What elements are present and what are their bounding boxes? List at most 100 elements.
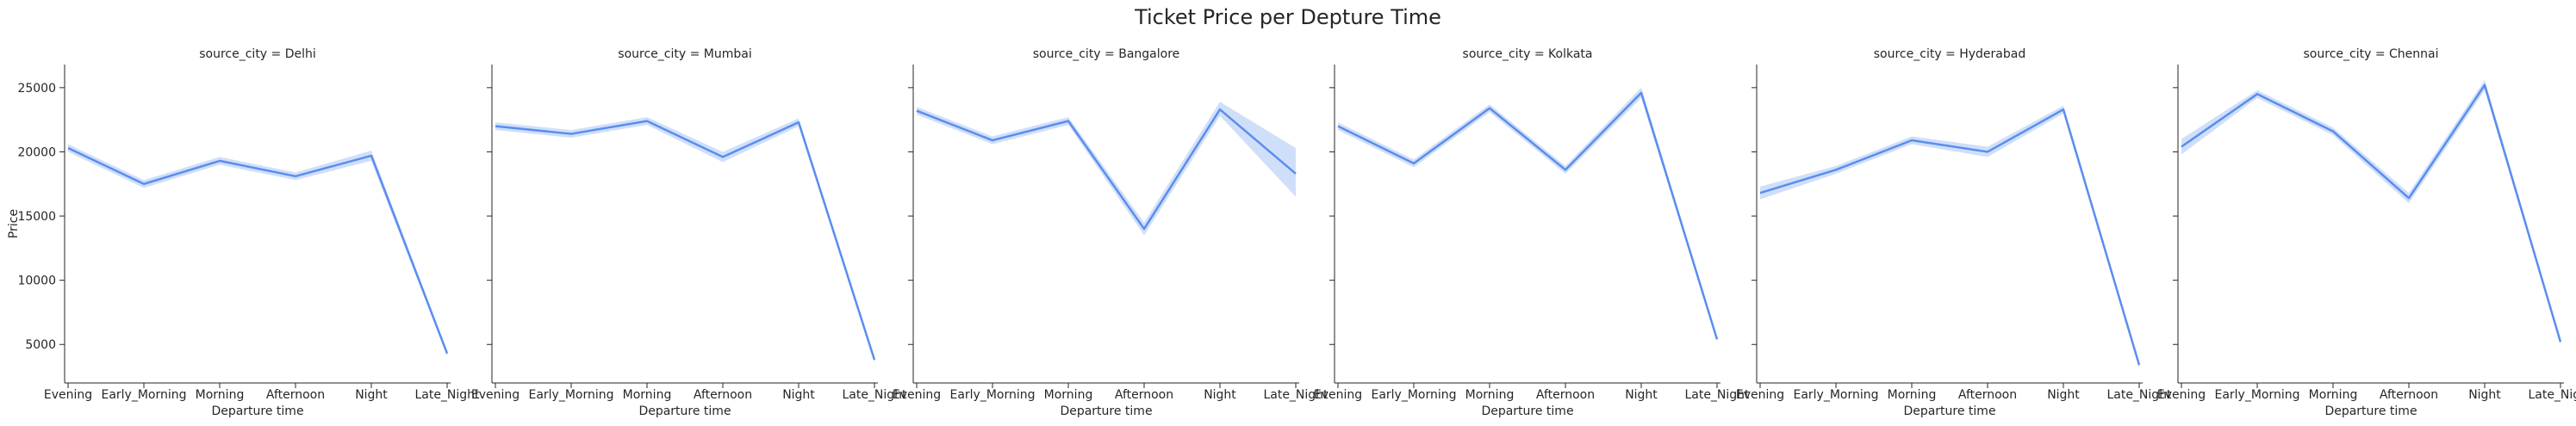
data-point <box>2062 108 2065 111</box>
x-tick-label: Early_Morning <box>1371 388 1456 402</box>
data-point <box>142 182 146 186</box>
x-tick-label: Evening <box>1736 388 1784 402</box>
x-tick-label: Late_Night <box>842 388 907 402</box>
x-tick-label: Late_Night <box>2106 388 2172 402</box>
data-point <box>645 120 649 123</box>
x-tick-label: Late_Night <box>414 388 480 402</box>
data-point <box>1412 162 1416 165</box>
series-line <box>495 120 876 361</box>
data-point <box>494 125 497 128</box>
data-point <box>1715 337 1719 341</box>
x-tick-label: Evening <box>893 388 941 402</box>
data-point <box>721 155 725 158</box>
data-point <box>1986 150 1989 153</box>
facet-panel: source_city = Kolkata Evening Early_Mornin… <box>1314 47 1750 418</box>
data-point <box>1910 139 1913 142</box>
data-point <box>1067 120 1070 123</box>
data-point <box>915 109 918 113</box>
data-point <box>218 159 221 163</box>
facet-panel: source_city = Bangalore Evening Early_Morn… <box>893 47 1328 418</box>
x-tick-label: Night <box>2047 388 2080 402</box>
x-axis-label: Departure time <box>1903 404 1995 418</box>
x-tick-label: Morning <box>623 388 672 402</box>
series-line <box>1337 91 1719 340</box>
confidence-band <box>1760 105 2139 368</box>
data-point <box>2407 196 2411 200</box>
x-tick-label: Night <box>355 388 388 402</box>
x-tick-label: Night <box>1204 388 1236 402</box>
data-point <box>294 175 297 178</box>
data-point <box>1488 107 1491 110</box>
x-tick-label: Afternoon <box>2380 388 2438 402</box>
x-tick-label: Afternoon <box>1536 388 1595 402</box>
x-axis-label: Departure time <box>638 404 731 418</box>
data-point <box>1640 91 1643 95</box>
x-tick-label: Evening <box>2157 388 2206 402</box>
data-point <box>2331 130 2335 133</box>
data-point <box>66 146 70 150</box>
data-point <box>991 139 994 142</box>
data-point <box>2137 363 2141 367</box>
x-tick-label: Night <box>2468 388 2501 402</box>
confidence-band <box>917 102 1296 236</box>
x-tick-label: Morning <box>2309 388 2358 402</box>
facet-panel: source_city = Mumbai Evening Early_Morning… <box>471 47 907 418</box>
confidence-band <box>1338 87 1717 343</box>
x-tick-label: Morning <box>1888 388 1937 402</box>
x-tick-label: Early_Morning <box>1793 388 1878 402</box>
x-tick-label: Evening <box>1314 388 1362 402</box>
x-tick-label: Late_Night <box>1263 388 1328 402</box>
x-axis-label: Departure time <box>211 404 303 418</box>
panel-title: source_city = Hyderabad <box>1874 47 2025 61</box>
y-axis-label: Price <box>7 209 21 238</box>
facet-panel: source_city = Chennai Evening Early_Mornin… <box>2157 47 2576 418</box>
series-line <box>1759 108 2141 366</box>
x-tick-label: Evening <box>44 388 92 402</box>
confidence-band <box>495 117 874 363</box>
data-point <box>1142 227 1146 231</box>
data-point <box>1294 172 1297 176</box>
x-tick-label: Night <box>782 388 815 402</box>
series-line <box>916 108 1297 231</box>
panel-title: source_city = Bangalore <box>1033 47 1180 61</box>
data-point <box>1758 191 1762 194</box>
data-point <box>1336 125 1340 128</box>
facet-panel: source_city = Hyderabad Evening Early_Morn… <box>1736 47 2172 418</box>
data-point <box>1834 168 1838 171</box>
x-tick-label: Afternoon <box>1958 388 2017 402</box>
x-tick-label: Afternoon <box>1115 388 1173 402</box>
data-point <box>445 352 449 355</box>
y-tick-label: 10000 <box>17 275 56 288</box>
series-line <box>67 146 449 355</box>
data-point <box>873 358 876 361</box>
panel-title: source_city = Mumbai <box>618 47 751 61</box>
data-point <box>569 133 573 136</box>
x-tick-label: Early_Morning <box>528 388 613 402</box>
data-point <box>2483 83 2486 87</box>
x-tick-label: Afternoon <box>266 388 325 402</box>
x-axis-label: Departure time <box>1060 404 1152 418</box>
x-tick-label: Morning <box>1465 388 1515 402</box>
x-tick-label: Early_Morning <box>101 388 186 402</box>
panel-title: source_city = Kolkata <box>1463 47 1593 61</box>
x-tick-label: Night <box>1625 388 1658 402</box>
y-tick-label: 5000 <box>25 338 56 352</box>
x-tick-label: Afternoon <box>694 388 752 402</box>
data-point <box>2559 340 2562 343</box>
data-point <box>2256 92 2259 96</box>
data-point <box>2180 145 2183 148</box>
data-point <box>1218 108 1222 111</box>
x-tick-label: Late_Night <box>2528 388 2576 402</box>
data-point <box>797 120 800 124</box>
y-tick-label: 15000 <box>17 210 56 224</box>
x-axis-label: Departure time <box>2324 404 2417 418</box>
panel-title: source_city = Delhi <box>199 47 316 61</box>
data-point <box>370 154 373 157</box>
x-tick-label: Early_Morning <box>949 388 1035 402</box>
x-tick-label: Morning <box>1044 388 1093 402</box>
x-tick-label: Evening <box>471 388 520 402</box>
data-point <box>1564 168 1567 171</box>
facet-panel: source_city = Delhi 5000 10000 15000 20000 25… <box>7 47 480 418</box>
confidence-band <box>2181 79 2560 345</box>
